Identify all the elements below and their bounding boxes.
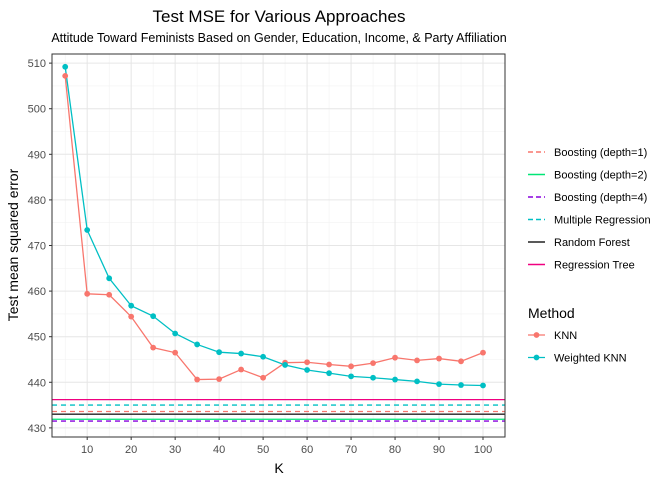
- data-point: [370, 374, 376, 381]
- x-tick-label: 70: [345, 444, 357, 456]
- y-axis-label: Test mean squared error: [5, 168, 21, 321]
- x-axis-label: K: [274, 460, 284, 476]
- data-point: [194, 376, 201, 383]
- data-point: [414, 378, 420, 385]
- legend-reference-lines: Boosting (depth=1) Boosting (depth=2) Boos…: [528, 147, 651, 272]
- data-point: [458, 382, 464, 388]
- data-point: [194, 341, 201, 348]
- x-tick-label: 100: [474, 444, 492, 456]
- data-point: [458, 358, 464, 365]
- data-point: [150, 344, 157, 351]
- reference-lines: [52, 398, 505, 422]
- data-point: [238, 366, 245, 373]
- series-line: [64, 66, 484, 387]
- y-tick-label: 470: [28, 241, 46, 253]
- data-point: [62, 63, 69, 70]
- data-point: [216, 376, 223, 382]
- data-point: [348, 373, 354, 380]
- y-tick-label: 430: [28, 423, 46, 435]
- series-lines: [64, 66, 484, 387]
- data-point: [392, 354, 398, 361]
- legend-label: KNN: [554, 330, 577, 342]
- data-point: [348, 363, 354, 370]
- data-point: [172, 349, 179, 356]
- data-point: [436, 355, 442, 362]
- y-axis-ticks: 430 440 450 460 470 480 490 500 510: [28, 58, 52, 435]
- legend-key-point: [533, 332, 540, 338]
- data-point: [414, 357, 420, 364]
- y-tick-label: 460: [28, 286, 46, 298]
- legend-label: Weighted KNN: [554, 353, 627, 365]
- y-tick-label: 440: [28, 377, 46, 389]
- data-point: [106, 275, 113, 282]
- legend-method-title: Method: [528, 305, 575, 321]
- data-point: [84, 290, 91, 297]
- data-point: [480, 382, 486, 389]
- y-tick-label: 450: [28, 332, 46, 344]
- x-tick-label: 50: [257, 444, 269, 456]
- legend-label: Boosting (depth=2): [554, 170, 647, 182]
- legend-key-point: [533, 354, 540, 361]
- data-point: [392, 376, 398, 383]
- chart-subtitle: Attitude Toward Feminists Based on Gende…: [51, 31, 506, 45]
- y-tick-label: 500: [28, 104, 46, 116]
- x-tick-label: 80: [389, 444, 401, 456]
- grid-major: [52, 54, 505, 437]
- x-tick-label: 20: [125, 444, 137, 456]
- data-point: [260, 374, 267, 381]
- data-point: [370, 360, 376, 367]
- series-points: [62, 63, 486, 389]
- legend-label: Multiple Regression: [554, 215, 651, 227]
- legend-label: Boosting (depth=4): [554, 192, 647, 204]
- data-point: [260, 353, 267, 360]
- data-point: [172, 330, 179, 337]
- x-tick-label: 90: [433, 444, 445, 456]
- data-point: [238, 350, 245, 357]
- legend-label: Random Forest: [554, 237, 630, 249]
- legend-label: Regression Tree: [554, 260, 635, 272]
- legend-label: Boosting (depth=1): [554, 147, 647, 159]
- data-point: [436, 381, 442, 388]
- y-tick-label: 490: [28, 149, 46, 161]
- y-tick-label: 510: [28, 58, 46, 70]
- legend-series: KNN Weighted KNN: [528, 330, 627, 365]
- chart-title: Test MSE for Various Approaches: [153, 7, 406, 26]
- data-point: [106, 291, 113, 298]
- x-tick-label: 30: [169, 444, 181, 456]
- data-point: [282, 362, 288, 368]
- x-tick-label: 40: [213, 444, 225, 456]
- data-point: [150, 313, 157, 320]
- data-point: [304, 359, 310, 366]
- data-point: [84, 227, 91, 233]
- data-point: [128, 313, 135, 320]
- data-point: [326, 361, 332, 368]
- x-axis-ticks: 10 20 30 40 50 60 70 80 90 100: [81, 437, 492, 456]
- data-point: [326, 370, 332, 377]
- y-tick-label: 480: [28, 195, 46, 207]
- data-point: [216, 349, 223, 356]
- x-tick-label: 60: [301, 444, 313, 456]
- x-tick-label: 10: [81, 444, 93, 456]
- data-point: [62, 72, 69, 79]
- data-point: [480, 349, 486, 356]
- data-point: [128, 302, 135, 309]
- data-point: [304, 367, 310, 373]
- series-line: [64, 75, 484, 381]
